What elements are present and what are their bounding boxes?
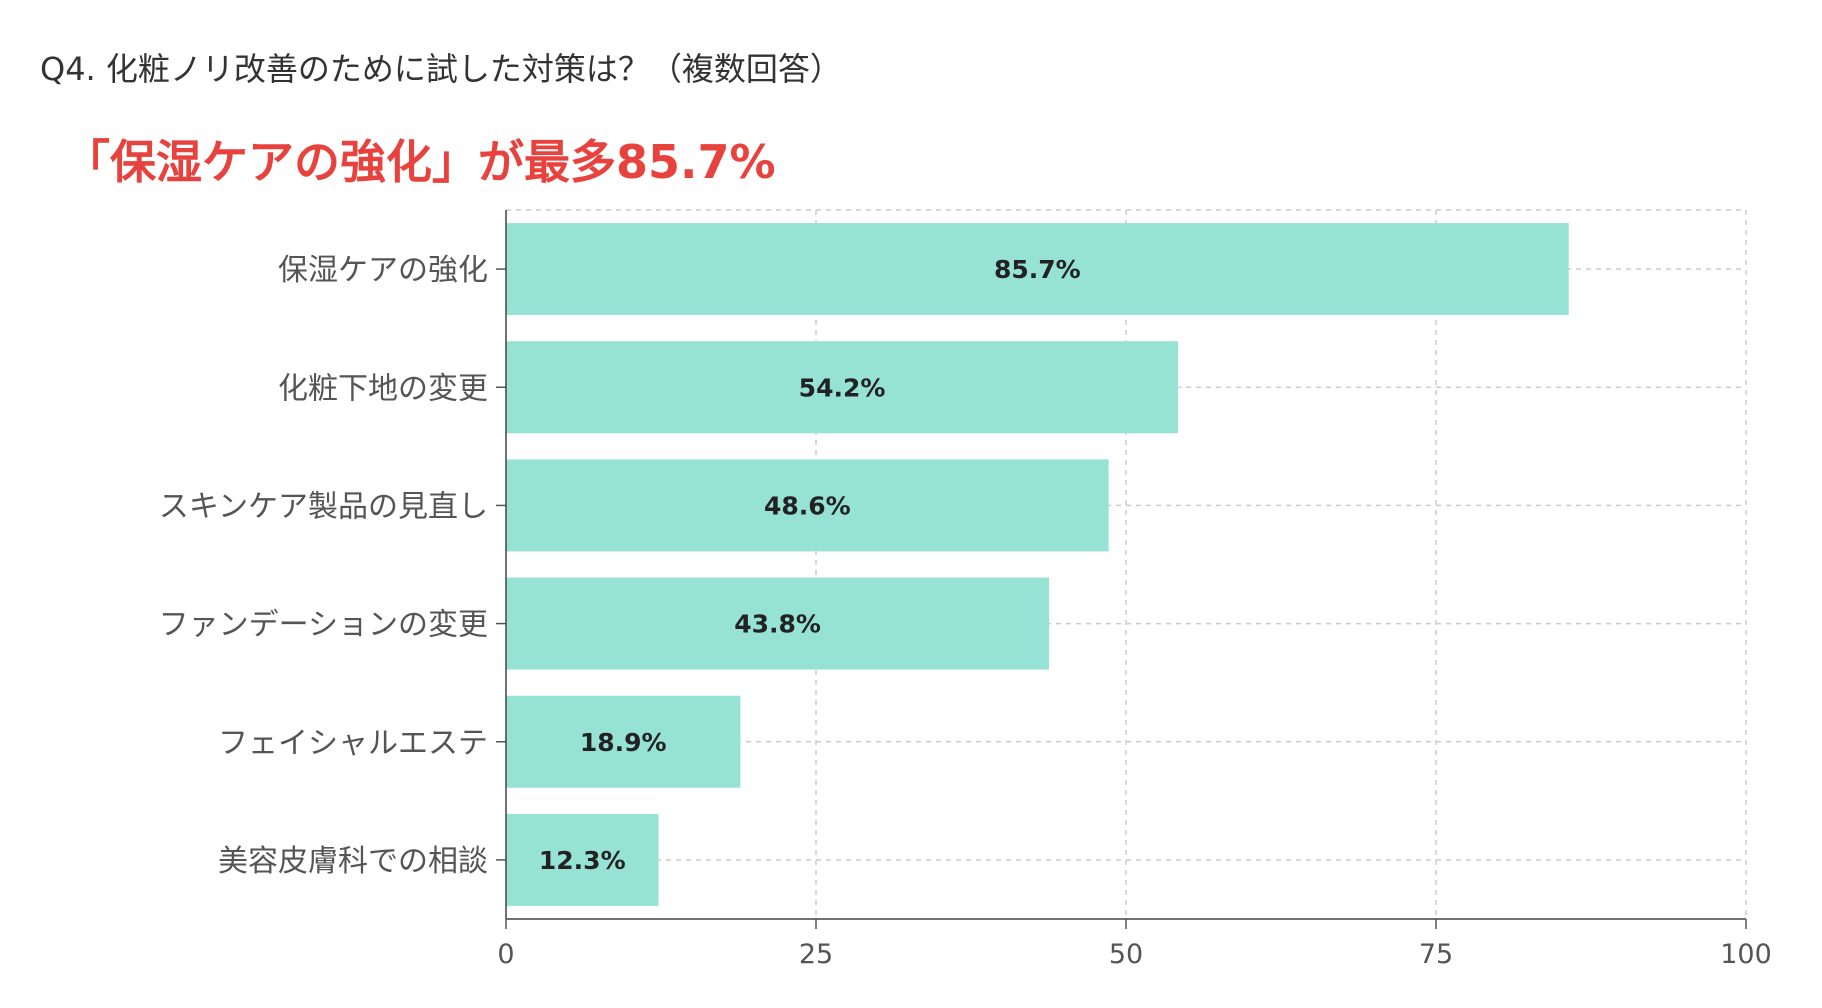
category-label: 化粧下地の変更 <box>278 371 488 406</box>
category-label: ファンデーションの変更 <box>159 608 488 643</box>
bar <box>506 577 1050 670</box>
bar-value-label: 18.9% <box>580 728 667 757</box>
bar-value-label: 48.6% <box>764 491 851 520</box>
bar-value-label: 43.8% <box>734 610 821 639</box>
bar <box>506 341 1179 434</box>
gridlines <box>506 209 1747 919</box>
bar <box>506 813 659 906</box>
axes: 保湿ケアの強化化粧下地の変更スキンケア製品の見直しファンデーションの変更フェイシ… <box>159 210 1772 970</box>
bar-value-label: 12.3% <box>539 846 626 875</box>
category-label: 保湿ケアの強化 <box>278 253 488 288</box>
x-tick-label: 0 <box>497 939 514 970</box>
bar <box>506 223 1569 316</box>
chart-question: Q4. 化粧ノリ改善のために試した対策は？（複数回答） <box>40 50 842 88</box>
category-label: 美容皮膚科での相談 <box>218 844 488 879</box>
bar-value-label: 85.7% <box>994 255 1081 284</box>
x-tick-label: 25 <box>799 939 833 970</box>
x-tick-label: 100 <box>1720 939 1772 970</box>
bar <box>506 459 1109 552</box>
chart-headline: 「保湿ケアの強化」が最多85.7% <box>64 135 776 189</box>
category-label: フェイシャルエステ <box>218 726 488 761</box>
bar-value-label: 54.2% <box>799 373 886 402</box>
bar <box>506 695 741 788</box>
x-tick-label: 75 <box>1419 939 1453 970</box>
x-tick-label: 50 <box>1109 939 1143 970</box>
bars: 85.7% 54.2% 48.6% 43.8% 18.9% 12.3% <box>506 223 1569 906</box>
category-label: スキンケア製品の見直し <box>159 489 488 524</box>
